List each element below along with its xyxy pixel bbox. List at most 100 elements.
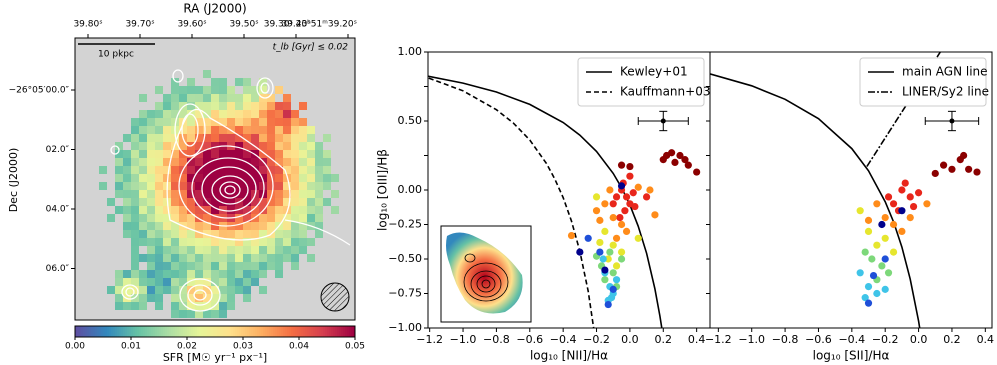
map-pixel <box>195 238 203 246</box>
map-pixel <box>275 102 283 110</box>
map-pixel <box>235 78 243 86</box>
colorbar-cell <box>179 326 181 337</box>
map-pixel <box>107 286 115 294</box>
x-tick-label: −0.2 <box>872 333 899 346</box>
x-tick-label: 39.60ˢ <box>177 20 206 30</box>
map-pixel <box>219 270 227 278</box>
map-pixel <box>195 302 203 310</box>
map-pixel <box>235 118 243 126</box>
colorbar-cell <box>319 326 321 337</box>
colorbar-tick-label: 0.00 <box>65 342 85 352</box>
colorbar-cell <box>295 326 297 337</box>
colorbar-cell <box>281 326 283 337</box>
map-pixel <box>307 190 315 198</box>
colorbar-cell <box>165 326 167 337</box>
map-pixel <box>211 110 219 118</box>
map-pixel <box>203 246 211 254</box>
map-pixel <box>267 254 275 262</box>
map-pixel <box>203 238 211 246</box>
map-pixel <box>163 102 171 110</box>
colorbar-cell <box>267 326 269 337</box>
colorbar-cell <box>135 326 137 337</box>
y-axis-label: log₁₀ [OIII]/Hβ <box>376 149 390 231</box>
x-axis-label: RA (J2000) <box>183 2 246 16</box>
map-pixel <box>139 110 147 118</box>
map-pixel <box>155 270 163 278</box>
map-pixel <box>147 118 155 126</box>
point <box>608 294 615 301</box>
map-pixel <box>299 214 307 222</box>
map-pixel <box>275 190 283 198</box>
map-pixel <box>307 238 315 246</box>
point <box>610 200 617 207</box>
map-pixel <box>259 270 267 278</box>
map-pixel <box>259 214 267 222</box>
colorbar-cell <box>259 326 261 337</box>
map-pixel <box>299 158 307 166</box>
map-pixel <box>227 102 235 110</box>
map-pixel <box>307 214 315 222</box>
map-pixel <box>307 142 315 150</box>
y-tick-label: 02.0″ <box>46 145 70 155</box>
map-pixel <box>291 262 299 270</box>
map-pixel <box>115 190 123 198</box>
map-pixel <box>219 150 227 158</box>
map-pixel <box>147 174 155 182</box>
map-pixel <box>283 126 291 134</box>
map-pixel <box>315 166 323 174</box>
map-pixel <box>291 190 299 198</box>
map-pixel <box>155 230 163 238</box>
map-pixel <box>227 270 235 278</box>
colorbar-cell <box>93 326 95 337</box>
colorbar-tick-label: 0.01 <box>121 342 141 352</box>
colorbar-cell <box>273 326 275 337</box>
point <box>643 193 650 200</box>
map-pixel <box>267 214 275 222</box>
map-pixel <box>187 230 195 238</box>
map-pixel <box>155 118 163 126</box>
map-pixel <box>171 246 179 254</box>
map-pixel <box>155 166 163 174</box>
colorbar-cell <box>199 326 201 337</box>
map-pixel <box>227 246 235 254</box>
point <box>626 163 633 170</box>
point <box>623 193 630 200</box>
map-pixel <box>227 118 235 126</box>
map-pixel <box>235 150 243 158</box>
point <box>873 290 880 297</box>
point <box>907 193 914 200</box>
y-tick-label: −26°05′00.0″ <box>9 86 70 96</box>
map-pixel <box>259 126 267 134</box>
colorbar-cell <box>245 326 247 337</box>
map-pixel <box>131 206 139 214</box>
point <box>882 214 889 221</box>
map-pixel <box>267 206 275 214</box>
point <box>890 249 897 256</box>
colorbar-cell <box>307 326 309 337</box>
map-pixel <box>299 246 307 254</box>
point <box>868 255 875 262</box>
point <box>626 173 633 180</box>
map-pixel <box>171 254 179 262</box>
point <box>878 262 885 269</box>
map-pixel <box>131 270 139 278</box>
map-pixel <box>235 262 243 270</box>
colorbar-cell <box>233 326 235 337</box>
map-pixel <box>235 102 243 110</box>
map-pixel <box>179 262 187 270</box>
map-pixel <box>307 150 315 158</box>
map-pixel <box>187 126 195 134</box>
map-pixel <box>195 158 203 166</box>
map-pixel <box>163 94 171 102</box>
map-pixel <box>267 238 275 246</box>
point <box>596 239 603 246</box>
map-pixel <box>299 230 307 238</box>
map-pixel <box>187 134 195 142</box>
map-pixel <box>219 262 227 270</box>
x-axis-label: log₁₀ [NII]/Hα <box>530 349 608 363</box>
colorbar-cell <box>337 326 339 337</box>
colorbar-cell <box>253 326 255 337</box>
colorbar-cell <box>175 326 177 337</box>
map-pixel <box>283 142 291 150</box>
colorbar-cell <box>215 326 217 337</box>
